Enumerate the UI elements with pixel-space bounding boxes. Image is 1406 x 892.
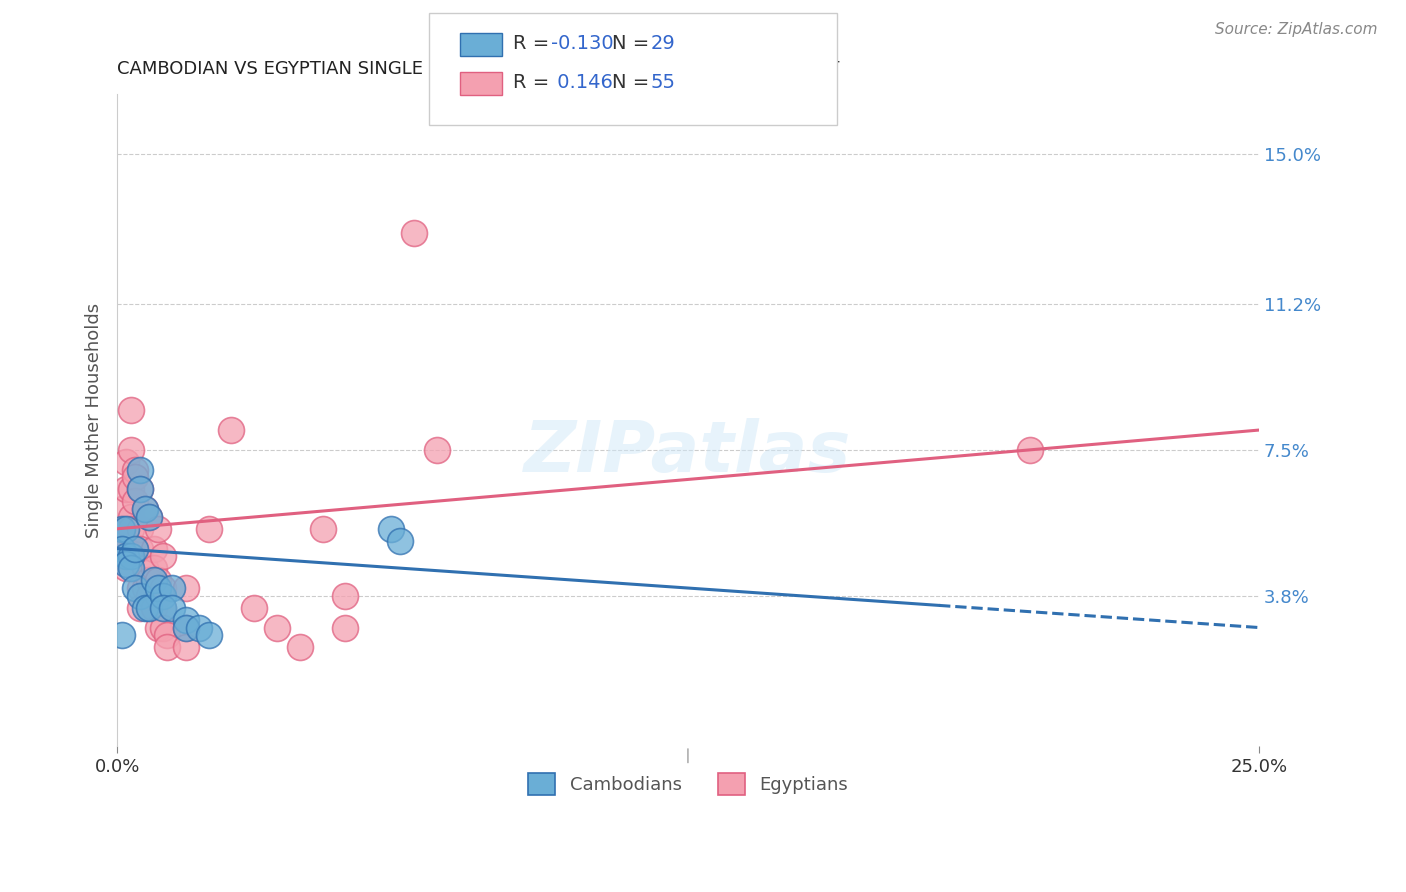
Point — [160, 600, 183, 615]
Point — [138, 589, 160, 603]
Point — [174, 613, 197, 627]
Point — [129, 522, 152, 536]
Point — [174, 620, 197, 634]
Point — [129, 483, 152, 497]
Point — [402, 226, 425, 240]
Point — [389, 533, 412, 548]
Point — [115, 558, 138, 572]
Text: N =: N = — [612, 34, 655, 54]
Point — [138, 600, 160, 615]
Point — [129, 589, 152, 603]
Point — [243, 600, 266, 615]
Point — [335, 589, 357, 603]
Point — [174, 620, 197, 634]
Point — [152, 600, 174, 615]
Point — [111, 628, 134, 642]
Point — [129, 541, 152, 556]
Point — [156, 628, 179, 642]
Point — [335, 620, 357, 634]
Point — [124, 541, 146, 556]
Point — [266, 620, 288, 634]
Point — [115, 455, 138, 469]
Point — [134, 581, 156, 595]
Point — [138, 510, 160, 524]
Point — [129, 600, 152, 615]
Point — [221, 423, 243, 437]
Point — [115, 561, 138, 575]
Point — [156, 640, 179, 655]
Text: 55: 55 — [651, 73, 676, 93]
Point — [152, 549, 174, 564]
Point — [134, 502, 156, 516]
Point — [148, 573, 170, 587]
Point — [142, 600, 165, 615]
Text: CAMBODIAN VS EGYPTIAN SINGLE MOTHER HOUSEHOLDS CORRELATION CHART: CAMBODIAN VS EGYPTIAN SINGLE MOTHER HOUS… — [117, 60, 839, 78]
Point — [197, 628, 219, 642]
Point — [120, 403, 142, 417]
Point — [120, 510, 142, 524]
Point — [124, 494, 146, 508]
Point — [426, 442, 449, 457]
Point — [115, 549, 138, 564]
Point — [120, 549, 142, 564]
Point — [152, 620, 174, 634]
Point — [142, 541, 165, 556]
Point — [152, 581, 174, 595]
Point — [134, 600, 156, 615]
Point — [115, 522, 138, 536]
Point — [120, 522, 142, 536]
Point — [129, 483, 152, 497]
Text: N =: N = — [612, 73, 655, 93]
Point — [152, 600, 174, 615]
Point — [380, 522, 402, 536]
Text: R =: R = — [513, 73, 555, 93]
Point — [142, 561, 165, 575]
Point — [152, 589, 174, 603]
Text: -0.130: -0.130 — [551, 34, 614, 54]
Point — [129, 462, 152, 476]
Point — [138, 573, 160, 587]
Point — [174, 640, 197, 655]
Point — [115, 541, 138, 556]
Point — [111, 522, 134, 536]
Point — [124, 462, 146, 476]
Point — [1019, 442, 1042, 457]
Text: Source: ZipAtlas.com: Source: ZipAtlas.com — [1215, 22, 1378, 37]
Text: 29: 29 — [651, 34, 676, 54]
Y-axis label: Single Mother Households: Single Mother Households — [86, 302, 103, 538]
Point — [148, 589, 170, 603]
Point — [124, 470, 146, 484]
Point — [115, 483, 138, 497]
Point — [111, 522, 134, 536]
Point — [111, 541, 134, 556]
Point — [148, 581, 170, 595]
Point — [129, 581, 152, 595]
Text: ZIPatlas: ZIPatlas — [524, 418, 852, 487]
Point — [288, 640, 311, 655]
Point — [111, 502, 134, 516]
Text: R =: R = — [513, 34, 555, 54]
Point — [174, 581, 197, 595]
Point — [160, 581, 183, 595]
Point — [138, 510, 160, 524]
Point — [134, 502, 156, 516]
Point — [124, 581, 146, 595]
Point — [115, 522, 138, 536]
Point — [120, 442, 142, 457]
Legend: Cambodians, Egyptians: Cambodians, Egyptians — [520, 765, 855, 802]
Point — [134, 561, 156, 575]
Point — [111, 549, 134, 564]
Point — [148, 620, 170, 634]
Point — [124, 541, 146, 556]
Text: 0.146: 0.146 — [551, 73, 613, 93]
Point — [120, 483, 142, 497]
Point — [197, 522, 219, 536]
Point — [188, 620, 211, 634]
Point — [148, 522, 170, 536]
Point — [142, 573, 165, 587]
Point — [311, 522, 333, 536]
Point — [120, 561, 142, 575]
